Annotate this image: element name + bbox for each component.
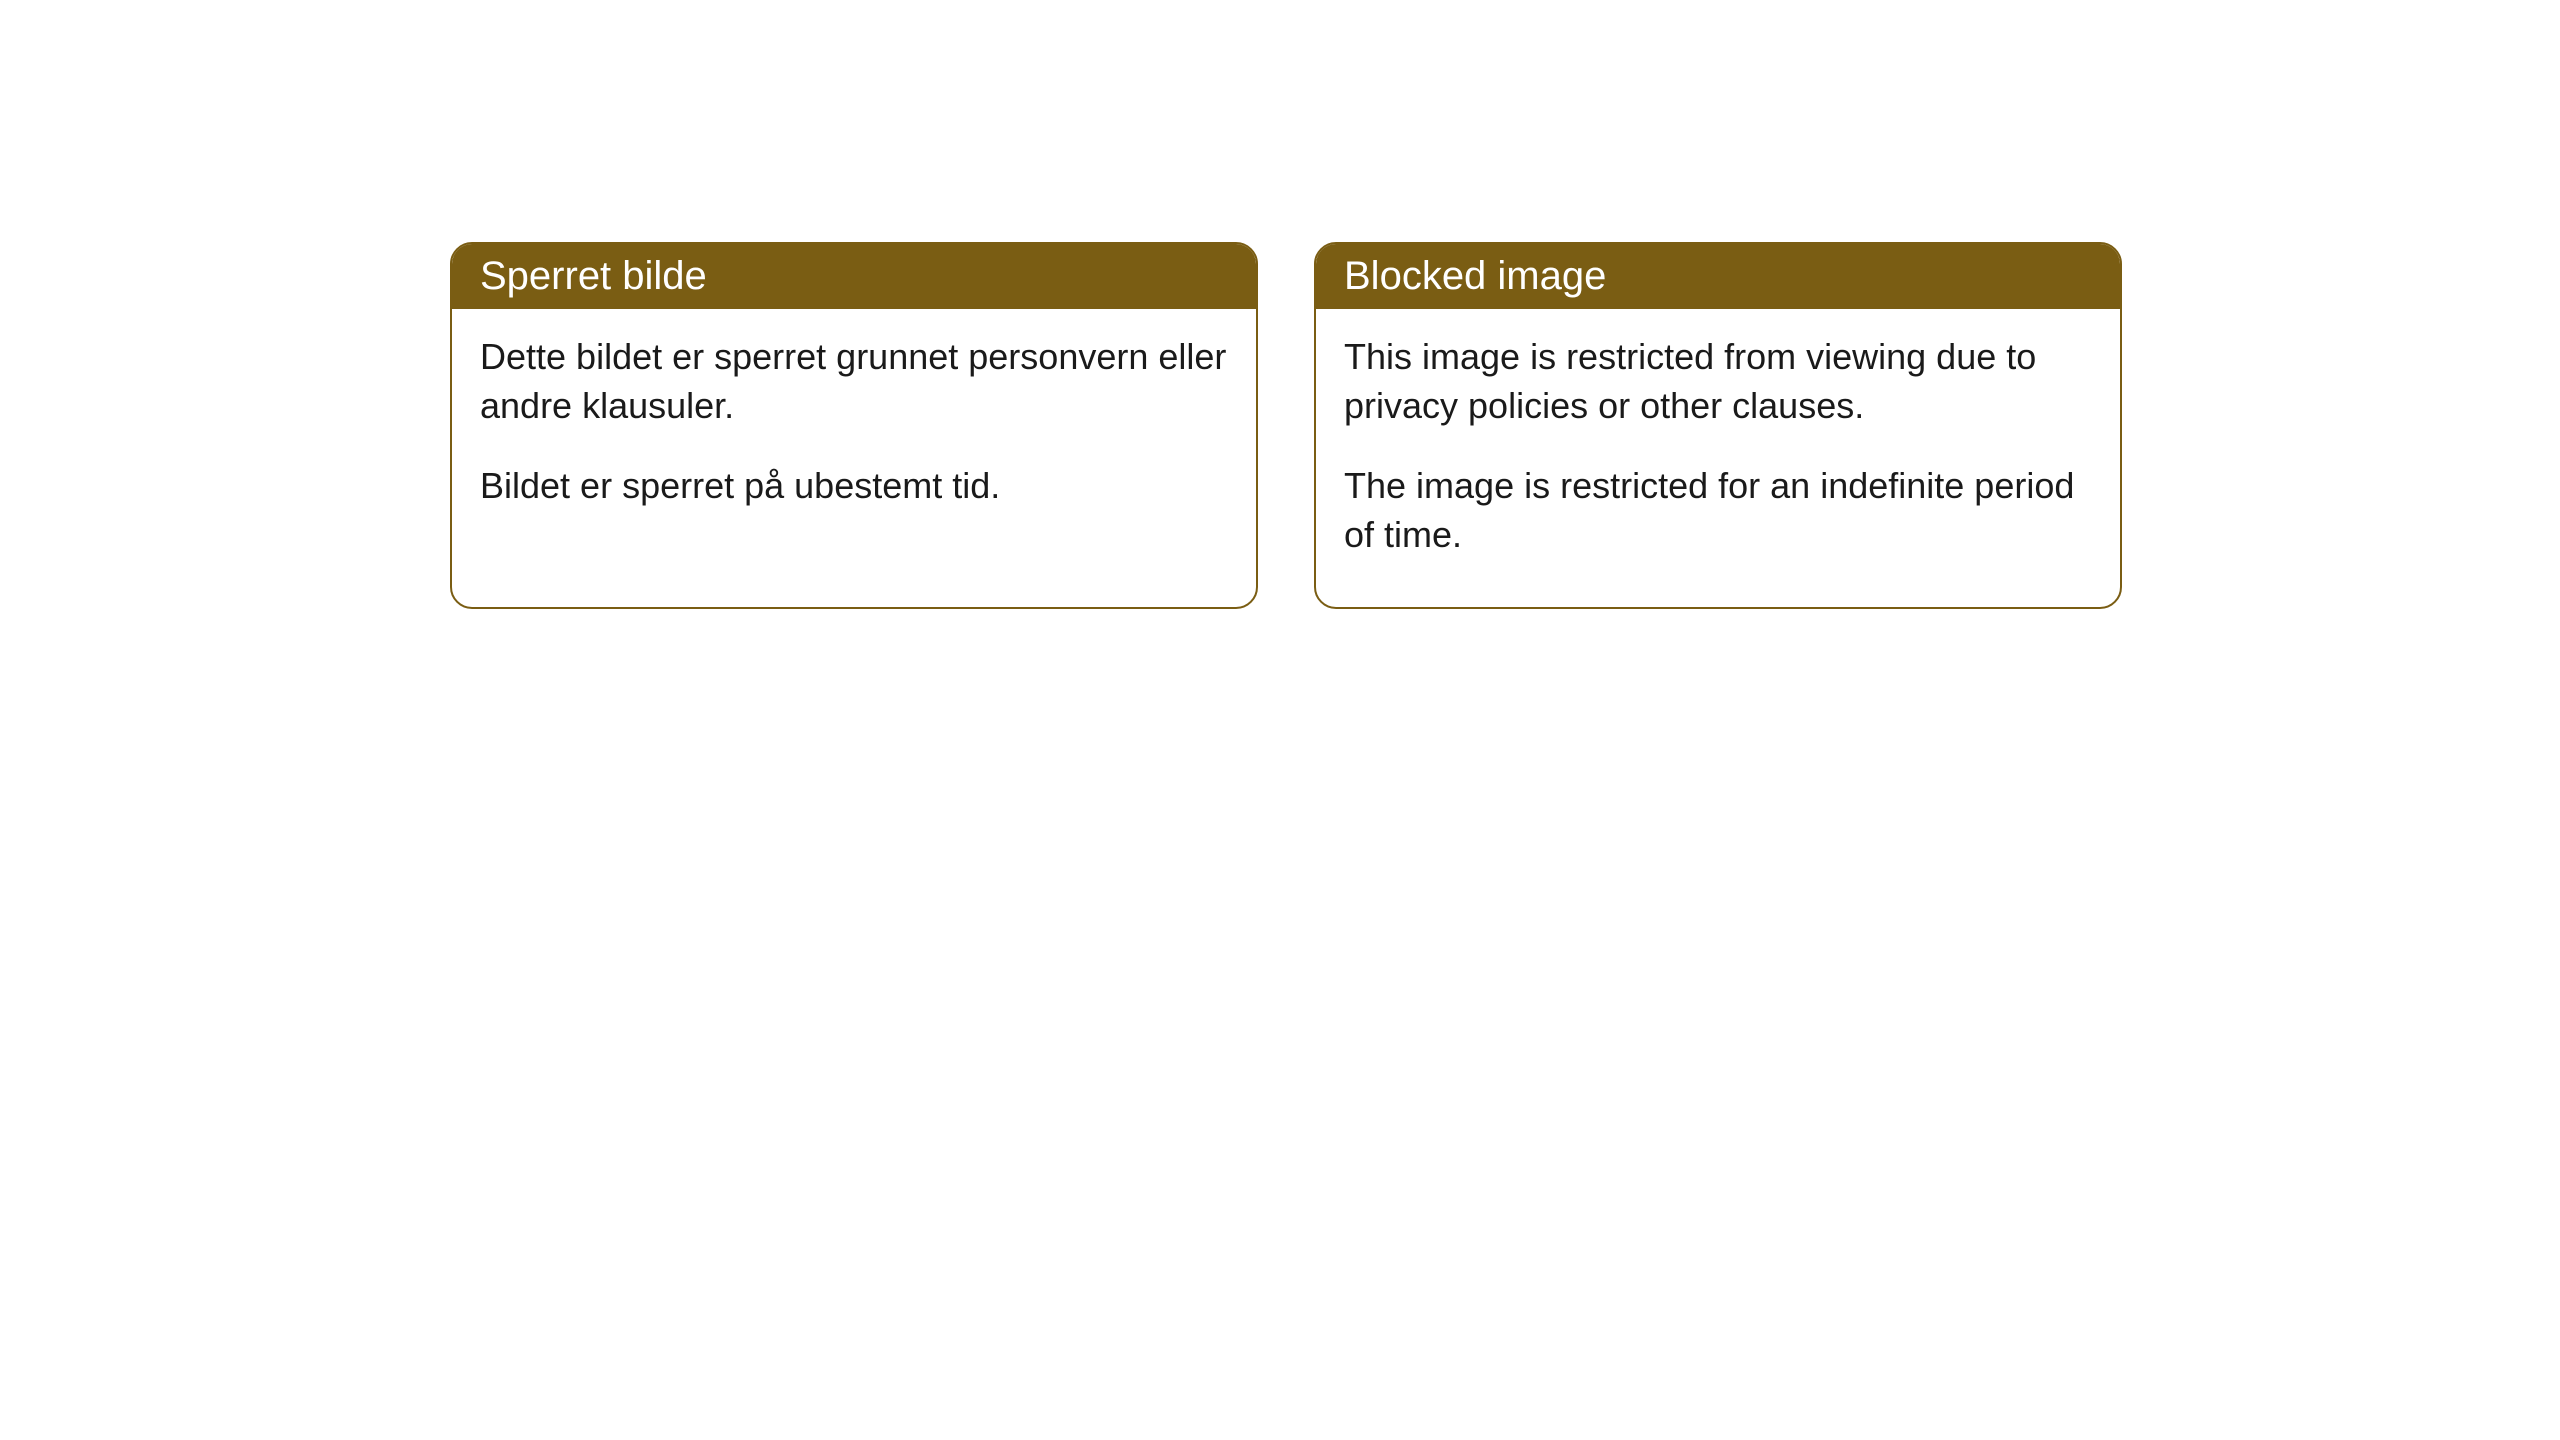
card-title: Sperret bilde bbox=[480, 254, 707, 298]
card-body-norwegian: Dette bildet er sperret grunnet personve… bbox=[452, 309, 1256, 559]
info-card-english: Blocked image This image is restricted f… bbox=[1314, 242, 2122, 609]
card-header-norwegian: Sperret bilde bbox=[452, 244, 1256, 309]
card-title: Blocked image bbox=[1344, 254, 1606, 298]
card-header-english: Blocked image bbox=[1316, 244, 2120, 309]
card-paragraph: Bildet er sperret på ubestemt tid. bbox=[480, 462, 1228, 511]
card-paragraph: The image is restricted for an indefinit… bbox=[1344, 462, 2092, 559]
info-cards-container: Sperret bilde Dette bildet er sperret gr… bbox=[450, 242, 2122, 609]
card-paragraph: This image is restricted from viewing du… bbox=[1344, 333, 2092, 430]
card-paragraph: Dette bildet er sperret grunnet personve… bbox=[480, 333, 1228, 430]
info-card-norwegian: Sperret bilde Dette bildet er sperret gr… bbox=[450, 242, 1258, 609]
card-body-english: This image is restricted from viewing du… bbox=[1316, 309, 2120, 607]
